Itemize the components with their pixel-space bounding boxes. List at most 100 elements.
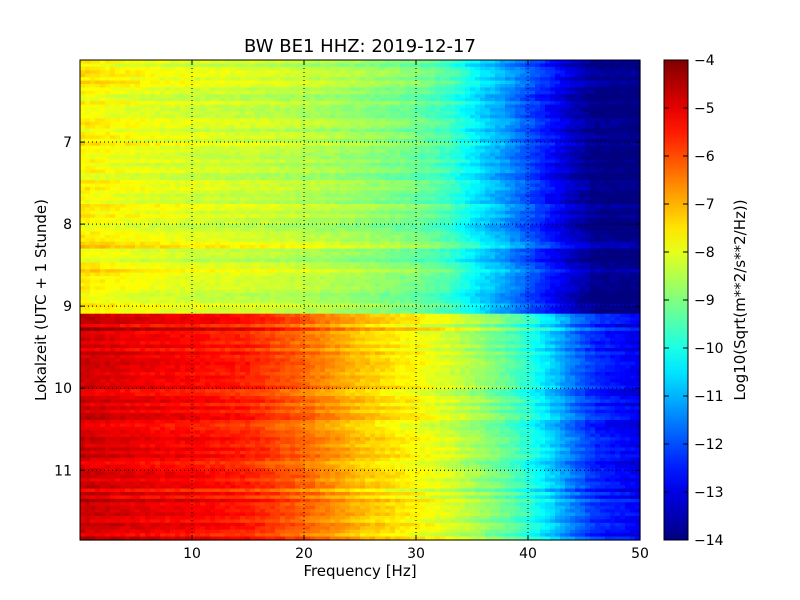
heatmap-cell [550,135,556,139]
heatmap-cell [105,98,111,102]
heatmap-cell [465,132,471,136]
heatmap-cell [215,84,221,88]
heatmap-cell [435,98,441,102]
heatmap-cell [405,180,411,184]
heatmap-cell [95,91,101,95]
heatmap-cell [110,180,116,184]
heatmap-cell [340,156,346,160]
heatmap-cell [170,81,176,85]
heatmap-cell [570,87,576,91]
heatmap-cell [530,111,536,115]
heatmap-cell [90,67,96,71]
heatmap-cell [600,77,606,81]
heatmap-cell [185,115,191,119]
heatmap-cell [275,108,281,112]
heatmap-cell [130,63,136,67]
heatmap-cell [310,132,316,136]
heatmap-cell [400,149,406,153]
heatmap-cell [85,98,91,102]
heatmap-cell [160,84,166,88]
heatmap-cell [390,129,396,133]
heatmap-cell [380,98,386,102]
heatmap-cell [415,81,421,85]
heatmap-cell [485,149,491,153]
heatmap-cell [600,115,606,119]
heatmap-cell [380,60,386,64]
heatmap-cell [165,111,171,115]
heatmap-cell [360,91,366,95]
heatmap-cell [550,173,556,177]
heatmap-cell [100,108,106,112]
heatmap-cell [410,129,416,133]
heatmap-cell [275,125,281,129]
heatmap-cell [315,173,321,177]
heatmap-cell [105,139,111,143]
heatmap-cell [425,129,431,133]
heatmap-cell [490,170,496,174]
heatmap-cell [290,153,296,157]
heatmap-cell [330,105,336,109]
heatmap-cell [155,153,161,157]
heatmap-cell [585,149,591,153]
heatmap-cell [225,101,231,105]
heatmap-cell [245,146,251,150]
heatmap-cell [185,180,191,184]
heatmap-cell [205,177,211,181]
heatmap-cell [150,115,156,119]
heatmap-cell [90,159,96,163]
heatmap-cell [80,135,86,139]
heatmap-cell [505,105,511,109]
heatmap-cell [190,129,196,133]
heatmap-cell [500,122,506,126]
heatmap-cell [255,81,261,85]
heatmap-cell [600,122,606,126]
heatmap-cell [235,77,241,81]
heatmap-cell [550,111,556,115]
heatmap-cell [205,63,211,67]
heatmap-cell [435,74,441,78]
heatmap-cell [410,105,416,109]
heatmap-cell [225,77,231,81]
heatmap-cell [180,173,186,177]
heatmap-cell [315,84,321,88]
heatmap-cell [615,146,621,150]
heatmap-cell [370,170,376,174]
heatmap-cell [545,173,551,177]
heatmap-cell [275,132,281,136]
heatmap-cell [470,84,476,88]
heatmap-cell [185,177,191,181]
heatmap-cell [395,67,401,71]
heatmap-cell [90,98,96,102]
heatmap-cell [530,135,536,139]
heatmap-cell [280,146,286,150]
heatmap-cell [580,177,586,181]
heatmap-cell [575,132,581,136]
heatmap-cell [125,132,131,136]
heatmap-cell [110,74,116,78]
heatmap-cell [325,74,331,78]
heatmap-cell [520,111,526,115]
heatmap-cell [440,135,446,139]
heatmap-cell [270,84,276,88]
heatmap-cell [565,108,571,112]
heatmap-cell [305,63,311,67]
heatmap-cell [485,111,491,115]
heatmap-cell [320,125,326,129]
heatmap-cell [365,108,371,112]
heatmap-cell [380,149,386,153]
heatmap-cell [540,115,546,119]
heatmap-cell [255,180,261,184]
heatmap-cell [120,122,126,126]
heatmap-cell [425,63,431,67]
heatmap-cell [620,105,626,109]
heatmap-cell [605,139,611,143]
heatmap-cell [205,87,211,91]
heatmap-cell [335,139,341,143]
heatmap-cell [220,156,226,160]
heatmap-cell [405,153,411,157]
heatmap-cell [475,149,481,153]
heatmap-cell [465,125,471,129]
heatmap-cell [400,132,406,136]
heatmap-cell [620,87,626,91]
heatmap-cell [585,105,591,109]
